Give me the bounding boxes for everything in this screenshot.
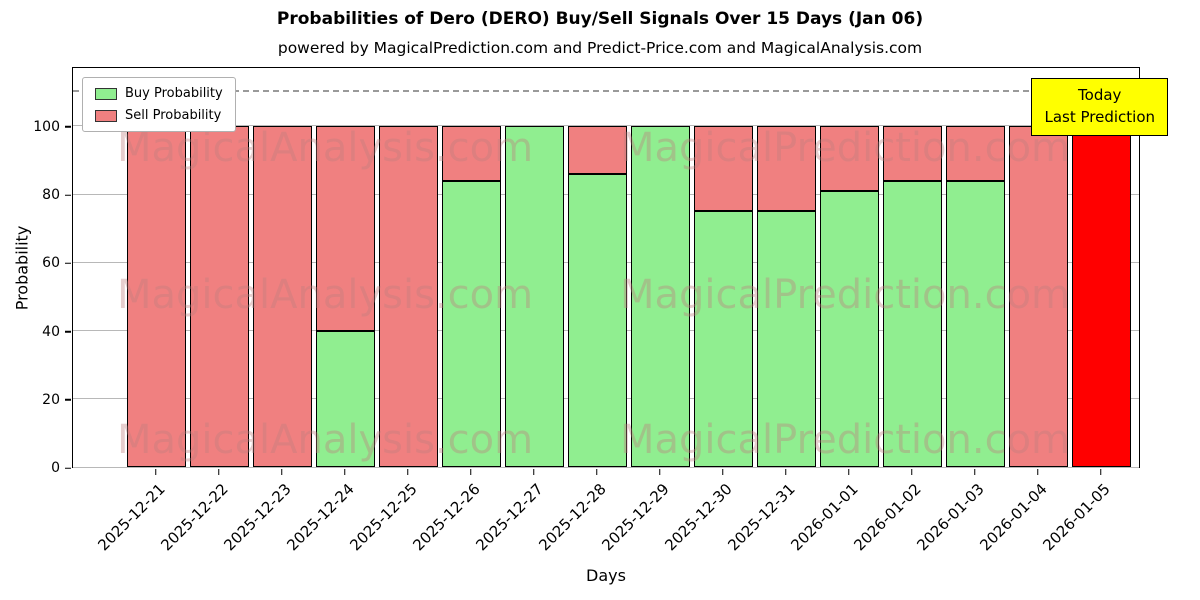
- bar-2025-12-23: [253, 125, 312, 467]
- buy-segment: [442, 180, 501, 467]
- x-tick-mark: [217, 469, 220, 475]
- sell-segment: [442, 125, 501, 181]
- sell-segment: [127, 125, 186, 467]
- x-tick-mark: [847, 469, 850, 475]
- buy-segment: [316, 330, 375, 467]
- y-tick-label: 20: [42, 391, 60, 408]
- buy-segment: [820, 190, 879, 467]
- x-tick-mark: [469, 469, 472, 475]
- y-tick-label: 100: [33, 118, 60, 135]
- x-tick-mark: [784, 469, 787, 475]
- bar-2025-12-27: [505, 125, 564, 467]
- x-tick-mark: [1099, 469, 1102, 475]
- y-tick-mark: [65, 399, 71, 401]
- bar-2025-12-21: [127, 125, 186, 467]
- x-tick-mark: [154, 469, 157, 475]
- sell-segment: [946, 125, 1005, 181]
- x-tick-mark: [532, 469, 535, 475]
- x-tick-label: 2025-12-21: [93, 480, 169, 555]
- bar-2026-01-04: [1009, 125, 1068, 467]
- sell-segment: [316, 125, 375, 331]
- legend-label-sell: Sell Probability: [125, 108, 222, 123]
- sell-segment: [757, 125, 816, 212]
- bar-2025-12-30: [694, 125, 753, 467]
- sell-segment: [253, 125, 312, 467]
- x-tick-mark: [973, 469, 976, 475]
- buy-segment: [505, 125, 564, 467]
- y-tick-label: 60: [42, 255, 60, 272]
- bar-2026-01-03: [946, 125, 1005, 467]
- buy-segment: [631, 125, 690, 467]
- buy-segment: [568, 173, 627, 467]
- y-tick-label: 80: [42, 187, 60, 204]
- sell-segment: [568, 125, 627, 174]
- y-tick-mark: [65, 126, 71, 128]
- bar-2026-01-05: [1072, 125, 1131, 467]
- buy-probability-swatch: [95, 87, 117, 100]
- legend: Buy Probability Sell Probability: [82, 77, 236, 132]
- sell-segment: [1009, 125, 1068, 467]
- bar-2026-01-02: [883, 125, 942, 467]
- bar-2025-12-31: [757, 125, 816, 467]
- dashed-threshold-line: [73, 89, 1139, 92]
- chart-title: Probabilities of Dero (DERO) Buy/Sell Si…: [276, 9, 924, 29]
- x-tick-mark: [658, 469, 661, 475]
- legend-item-sell: Sell Probability: [95, 108, 223, 123]
- sell-segment: [883, 125, 942, 181]
- x-tick-mark: [280, 469, 283, 475]
- x-tick-mark: [406, 469, 409, 475]
- chart-subtitle: powered by MagicalPrediction.com and Pre…: [277, 39, 923, 57]
- y-tick-label: 40: [42, 323, 60, 340]
- bar-2025-12-28: [568, 125, 627, 467]
- sell-segment: [820, 126, 879, 191]
- y-tick-mark: [65, 467, 71, 469]
- plot-area: [72, 67, 1140, 468]
- sell-segment: [379, 125, 438, 467]
- sell-probability-swatch: [95, 109, 117, 122]
- bar-2025-12-29: [631, 125, 690, 467]
- x-axis: 2025-12-21 2025-12-22 2025-12-23 2025-12-24…: [72, 468, 1140, 568]
- y-axis: 0 20 40 60 80 100: [0, 67, 72, 475]
- today-annotation: Today Last Prediction: [1031, 78, 1168, 136]
- x-tick-mark: [595, 469, 598, 475]
- x-tick-mark: [1036, 469, 1039, 475]
- x-axis-label: Days: [586, 566, 626, 585]
- today-annotation-line1: Today: [1078, 86, 1122, 104]
- buy-segment: [883, 180, 942, 467]
- buy-segment: [757, 211, 816, 467]
- y-tick-mark: [65, 330, 71, 333]
- gridline: [73, 466, 1139, 468]
- today-segment: [1072, 125, 1131, 467]
- bar-2026-01-01: [820, 126, 879, 467]
- bar-2025-12-24: [316, 125, 375, 467]
- sell-segment: [190, 125, 249, 467]
- x-tick-mark: [910, 469, 913, 475]
- bar-2025-12-26: [442, 125, 501, 467]
- y-tick-mark: [65, 262, 71, 265]
- y-tick-mark: [65, 194, 71, 196]
- x-tick-mark: [343, 469, 346, 475]
- sell-segment: [694, 125, 753, 212]
- bar-2025-12-25: [379, 125, 438, 467]
- x-tick-mark: [721, 469, 724, 475]
- buy-segment: [694, 211, 753, 467]
- buy-segment: [946, 180, 1005, 467]
- legend-item-buy: Buy Probability: [95, 86, 223, 101]
- legend-label-buy: Buy Probability: [125, 86, 223, 101]
- bar-2025-12-22: [190, 125, 249, 467]
- today-annotation-line2: Last Prediction: [1044, 107, 1155, 126]
- y-tick-label: 0: [51, 460, 60, 476]
